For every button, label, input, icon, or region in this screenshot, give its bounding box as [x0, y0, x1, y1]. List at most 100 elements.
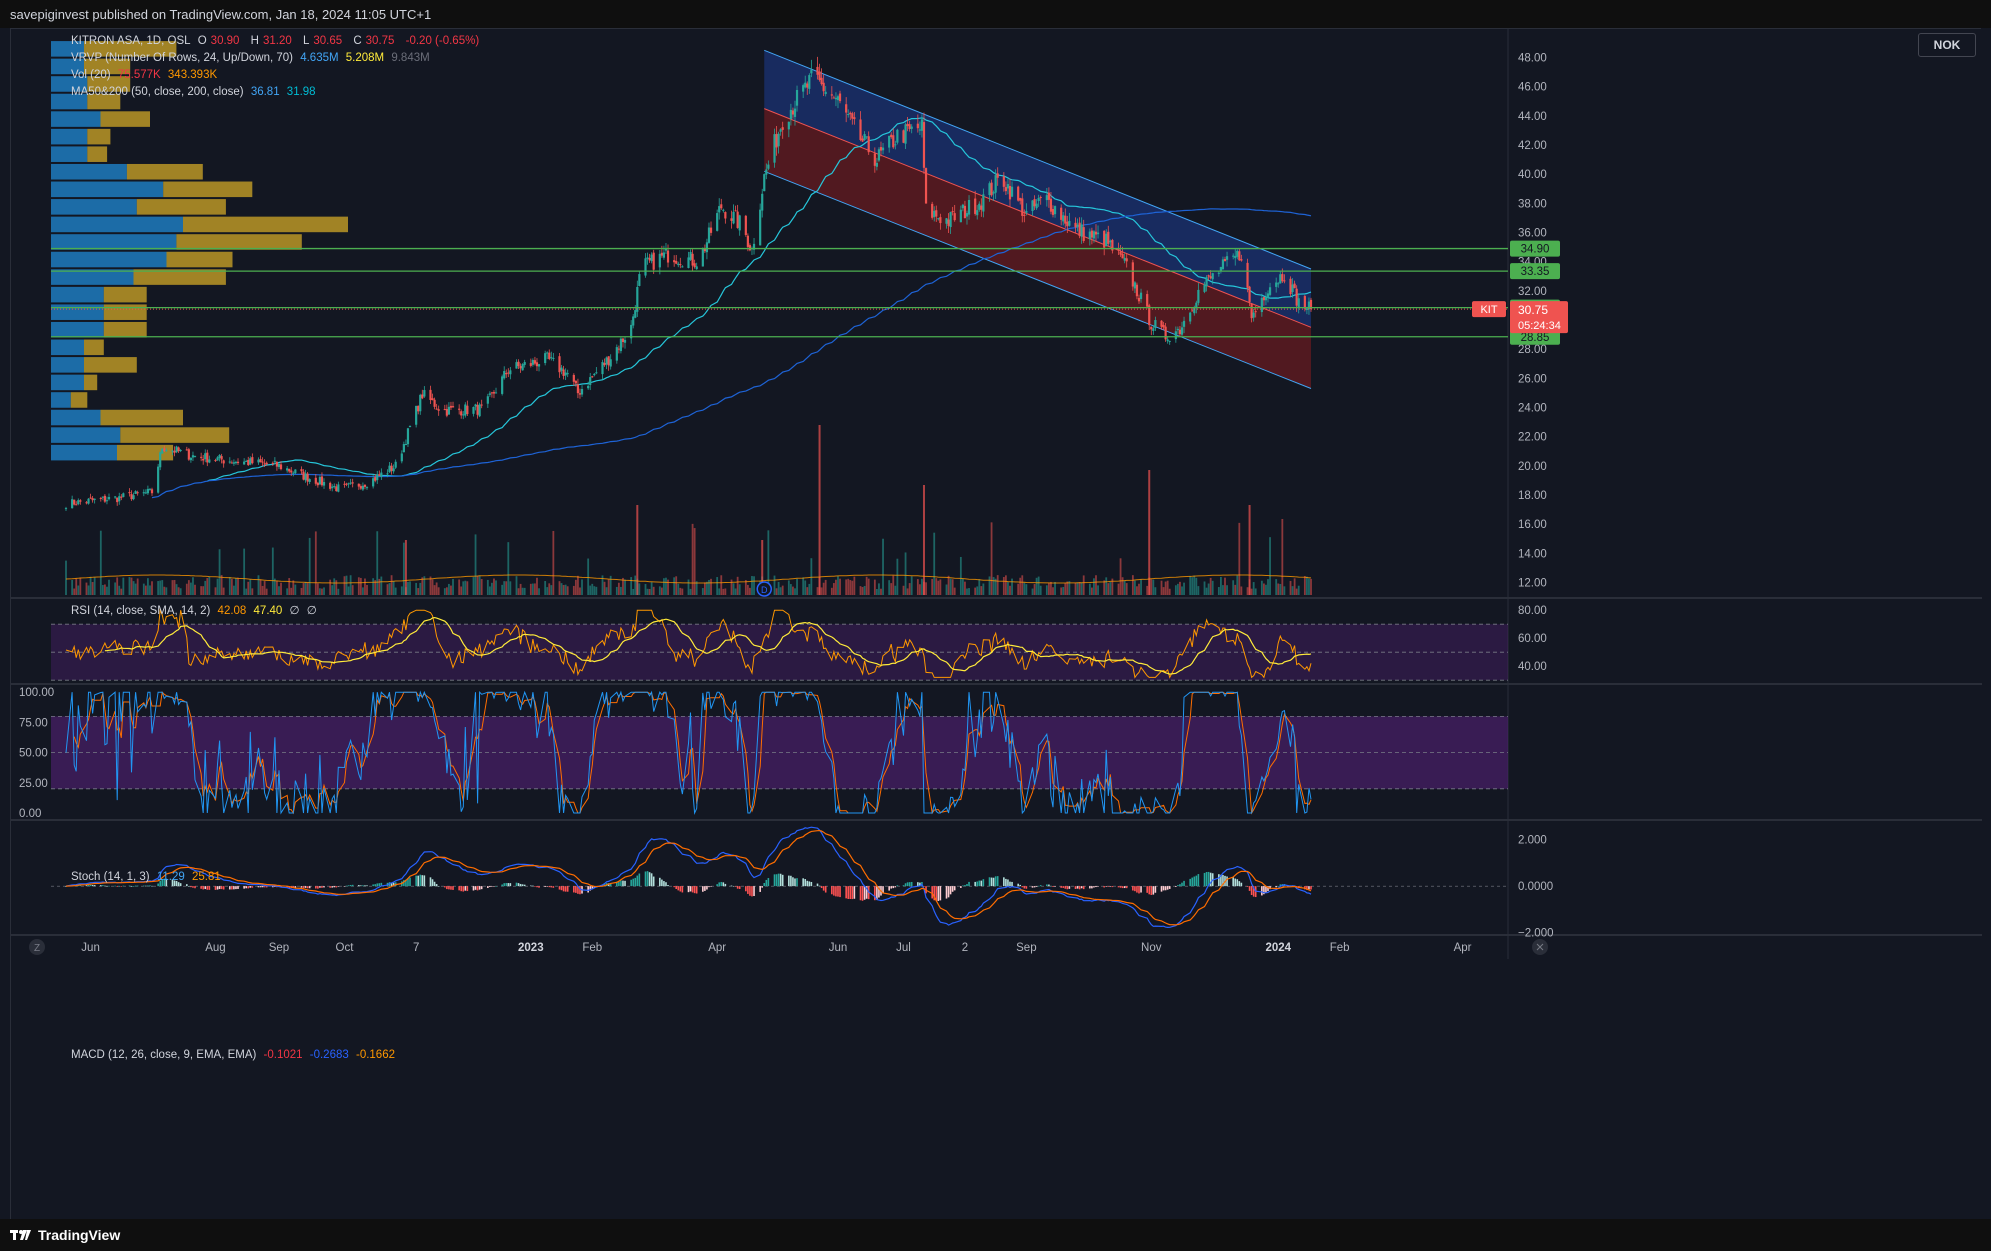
- candle-body: [1174, 331, 1177, 340]
- macd-histogram-bar: [231, 886, 233, 890]
- volume-bar: [980, 586, 983, 595]
- volume-bar: [1002, 577, 1005, 595]
- macd-histogram-bar: [939, 886, 942, 901]
- candle-body: [503, 371, 506, 379]
- macd-histogram-bar: [859, 886, 862, 901]
- volume-bar: [108, 579, 110, 595]
- vp-row-down: [117, 444, 174, 461]
- volume-bar: [519, 583, 522, 595]
- candle-body: [402, 444, 405, 453]
- symbol-title[interactable]: KITRON ASA, 1D, OSL: [71, 35, 191, 47]
- candle-body: [259, 458, 262, 463]
- candle-body: [775, 134, 778, 148]
- candle-body: [1191, 310, 1194, 312]
- macd-histogram-bar: [1054, 886, 1056, 887]
- volume-bar: [1254, 588, 1257, 595]
- macd-histogram-bar: [1226, 876, 1228, 887]
- candle-body: [316, 482, 319, 486]
- candle-body: [705, 242, 709, 253]
- volume-bar: [175, 584, 178, 595]
- candle-body: [879, 147, 883, 151]
- vrvp-label[interactable]: VRVP (Number Of Rows, 24, Up/Down, 70): [71, 52, 293, 64]
- volume-bar: [251, 588, 254, 595]
- candle-body: [1209, 276, 1212, 279]
- candle-body: [507, 372, 510, 374]
- volume-bar: [357, 577, 360, 595]
- macd-histogram-bar: [693, 886, 696, 894]
- rsi-label[interactable]: RSI (14, close, SMA, 14, 2): [71, 605, 211, 617]
- candle-body: [206, 452, 209, 463]
- macd-histogram-bar: [659, 877, 661, 887]
- volume-bar: [789, 584, 792, 595]
- currency-button[interactable]: NOK: [1918, 33, 1976, 57]
- vp-row-down: [84, 357, 137, 373]
- macd-histogram-bar: [550, 886, 553, 888]
- volume-bar: [480, 579, 483, 595]
- macd-histogram-bar: [980, 880, 983, 887]
- tradingview-brand[interactable]: TradingView: [38, 1227, 121, 1243]
- volume-bar: [1121, 577, 1124, 595]
- candle-body: [1266, 293, 1270, 298]
- vp-row-up: [51, 304, 104, 320]
- macd-histogram-bar: [919, 882, 921, 887]
- macd-histogram-bar: [1025, 886, 1028, 889]
- volume-label[interactable]: Vol (20): [71, 69, 111, 81]
- macd-histogram-bar: [458, 886, 460, 891]
- ma-label[interactable]: MA50&200 (50, close, 200, close): [71, 86, 244, 98]
- price-tick-label: 12.00: [1518, 577, 1547, 589]
- volume-bar: [202, 586, 205, 595]
- volume-bar: [1054, 582, 1056, 595]
- volume-bar: [132, 581, 135, 595]
- macd-histogram-bar: [810, 881, 813, 887]
- volume-bar: [402, 542, 405, 595]
- macd-histogram-bar: [1181, 882, 1183, 887]
- macd-histogram-bar: [1218, 874, 1220, 887]
- macd-histogram-bar: [634, 877, 637, 887]
- candle-body: [423, 390, 426, 397]
- macd-histogram-bar: [1306, 886, 1308, 890]
- macd-histogram-bar: [724, 883, 727, 887]
- candle-body: [372, 478, 375, 487]
- macd-histogram-bar: [505, 882, 508, 887]
- candle-body: [845, 104, 848, 113]
- macd-histogram-bar: [706, 886, 708, 890]
- volume-bar: [200, 586, 203, 595]
- macd-histogram-bar: [1089, 886, 1091, 889]
- candle-body: [707, 227, 711, 243]
- macd-histogram-bar: [366, 885, 368, 887]
- legend-ohlc-row: KITRON ASA, 1D, OSL O 30.90 H 31.20 L 30.65…: [71, 33, 483, 50]
- volume-bar: [890, 583, 893, 595]
- candle-body: [666, 250, 670, 263]
- macd-histogram-bar: [1033, 886, 1036, 888]
- volume-bar: [1295, 588, 1298, 595]
- volume-bar: [974, 587, 977, 595]
- chart-canvas[interactable]: 12.0014.0016.0018.0020.0022.0024.0026.00…: [11, 29, 1982, 1220]
- candle-body: [85, 502, 88, 504]
- volume-bar: [99, 530, 102, 595]
- macd-histogram-bar: [1265, 886, 1267, 893]
- candle-body: [1010, 186, 1014, 197]
- candle-body: [1035, 203, 1038, 209]
- macd-label[interactable]: MACD (12, 26, close, 9, EMA, EMA): [71, 1049, 257, 1061]
- volume-bar: [652, 586, 655, 595]
- stoch-label[interactable]: Stoch (14, 1, 3): [71, 871, 150, 883]
- volume-bar: [865, 576, 868, 595]
- candle-body: [859, 119, 862, 140]
- macd-histogram-bar: [1035, 886, 1038, 887]
- volume-bar: [79, 577, 82, 595]
- macd-histogram-bar: [235, 886, 237, 890]
- volume-bar: [204, 580, 207, 595]
- candle-body: [515, 362, 518, 369]
- vp-row-up: [51, 269, 134, 285]
- macd-histogram-bar: [931, 886, 933, 899]
- volume-bar: [161, 580, 164, 595]
- macd-histogram-bar: [337, 886, 340, 887]
- macd-histogram-bar: [323, 886, 325, 888]
- candle-body: [867, 136, 870, 153]
- volume-bar: [751, 576, 753, 595]
- volume-bar: [632, 588, 635, 595]
- macd-histogram-bar: [689, 886, 692, 892]
- macd-histogram-bar: [1136, 886, 1138, 893]
- volume-bar: [1279, 583, 1282, 595]
- macd-histogram-bar: [1105, 886, 1108, 887]
